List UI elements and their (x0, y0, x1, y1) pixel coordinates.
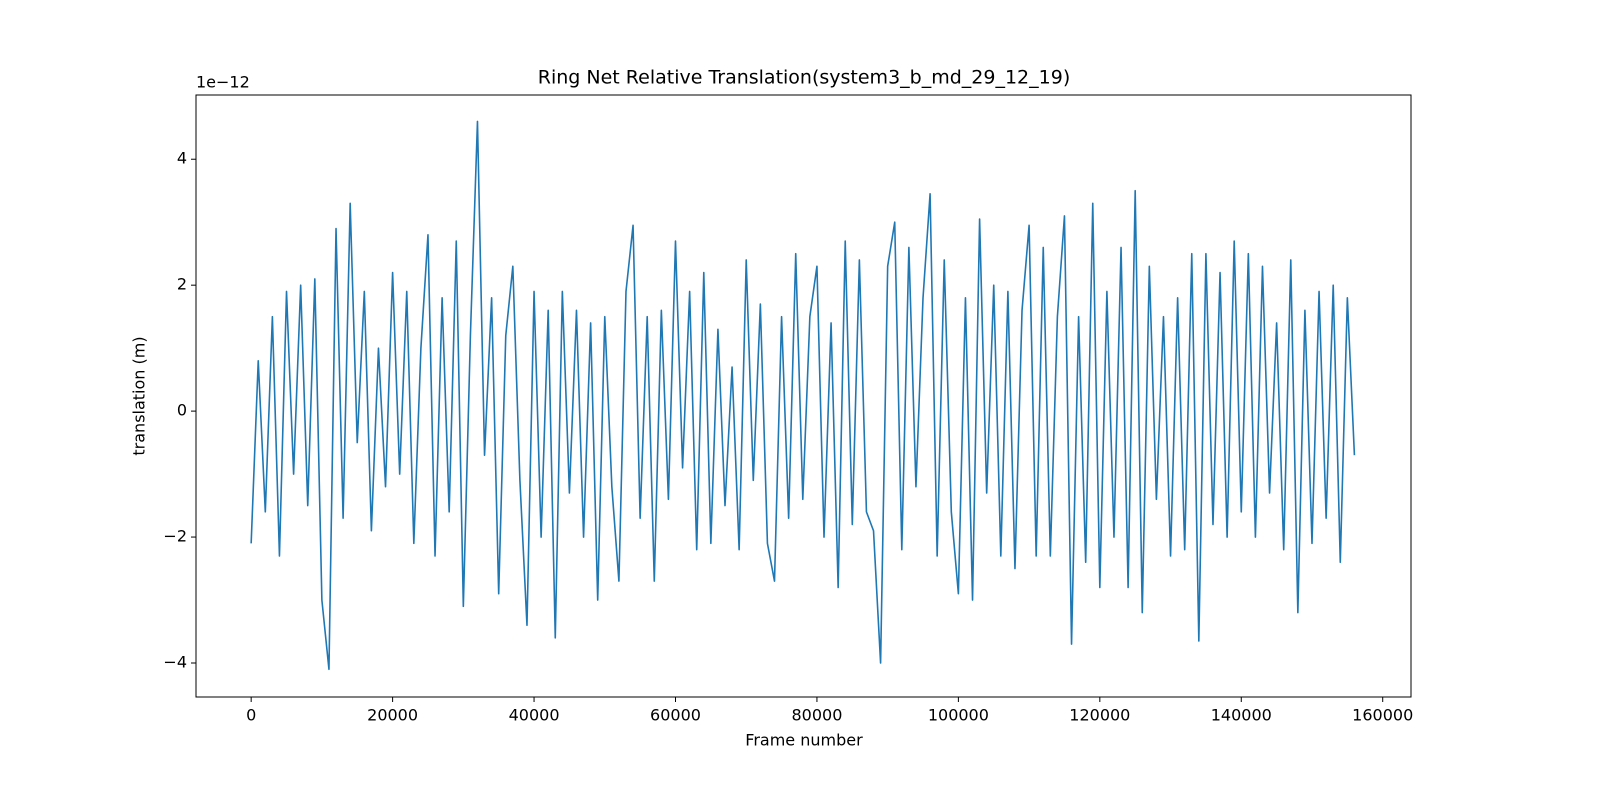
x-tick-label: 140000 (1211, 706, 1272, 725)
x-tick-label: 40000 (509, 706, 560, 725)
y-tick-label: −2 (163, 527, 187, 546)
x-tick-label: 20000 (367, 706, 418, 725)
x-tick-label: 100000 (928, 706, 989, 725)
y-offset-label: 1e−12 (196, 73, 250, 92)
x-tick-label: 160000 (1352, 706, 1413, 725)
x-axis-label: Frame number (745, 731, 863, 750)
y-tick-label: 2 (177, 275, 187, 294)
chart-title: Ring Net Relative Translation(system3_b_… (538, 67, 1070, 89)
y-tick-label: 4 (177, 149, 187, 168)
y-axis-label: translation (m) (130, 336, 149, 455)
x-tick-label: 80000 (791, 706, 842, 725)
x-tick-label: 60000 (650, 706, 701, 725)
x-tick-label: 0 (246, 706, 256, 725)
data-line (250, 120, 1356, 671)
x-tick-label: 120000 (1069, 706, 1130, 725)
plot-frame (195, 94, 1412, 698)
y-tick-label: 0 (177, 401, 187, 420)
y-tick-label: −4 (163, 652, 187, 671)
